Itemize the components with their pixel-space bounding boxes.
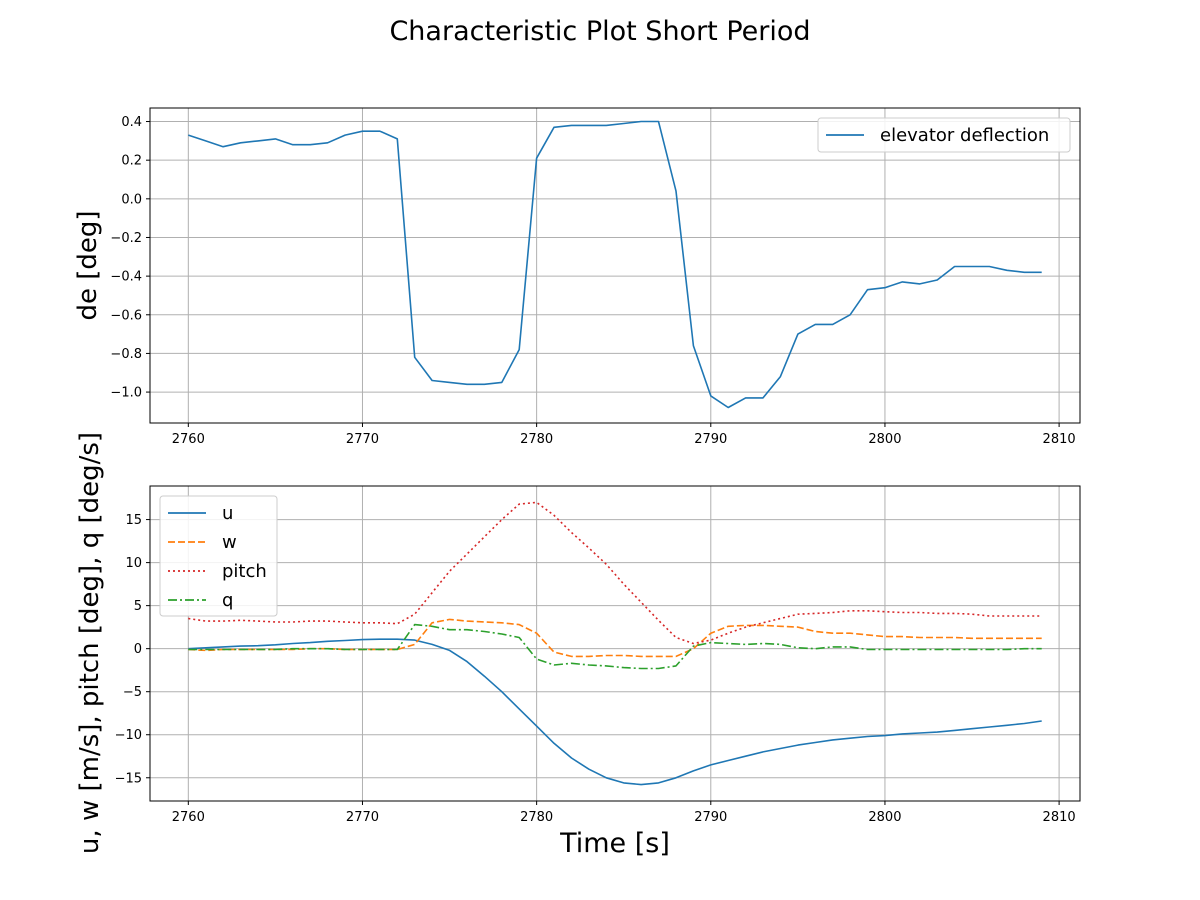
top-y-tick-label: −0.8 [110, 347, 142, 362]
top-x-tick-label: 2770 [346, 432, 379, 447]
bottom-axes-frame [149, 485, 1081, 802]
top-y-tick-label: 0.0 [121, 192, 142, 207]
top-x-tick-label: 2800 [868, 432, 901, 447]
bottom-legend-box [159, 495, 278, 617]
bottom-x-tick-label: 2760 [172, 810, 205, 825]
legend-label-pitch: pitch [222, 561, 267, 582]
series-line-u [188, 638, 1042, 786]
top-y-tick-label: 0.4 [121, 115, 142, 130]
top-axes-y-ticks: −1.0 −0.8 −0.6 −0.4 −0.2 0.0 0.2 0.4 [110, 115, 150, 401]
legend-label-q: q [222, 590, 233, 611]
bottom-x-tick-label: 2800 [868, 810, 901, 825]
top-x-tick-label: 2810 [1043, 432, 1076, 447]
series-line-elevator-deflection [188, 120, 1042, 409]
top-x-tick-label: 2780 [520, 432, 553, 447]
top-y-tick-label: −0.6 [110, 308, 142, 323]
top-y-tick-label: 0.2 [121, 154, 142, 169]
top-legend: elevator deflection [817, 117, 1071, 153]
bottom-y-axis-label: u, w [m/s], pitch [deg], q [deg/s] [75, 432, 105, 854]
bottom-x-axis-label: Time [s] [559, 828, 670, 859]
legend-label-w: w [222, 532, 237, 553]
bottom-y-tick-label: −15 [115, 771, 142, 786]
bottom-axes-y-ticks: −15 −10 −5 0 5 10 15 [115, 513, 150, 786]
top-y-tick-label: −1.0 [110, 386, 142, 401]
top-axes: 2760 2770 2780 2790 2800 2810 −1.0 −0.8 −0.6 −0.… [73, 107, 1081, 447]
bottom-x-tick-label: 2770 [346, 810, 379, 825]
top-y-tick-label: −0.2 [110, 231, 142, 246]
bottom-axes: 2760 2770 2780 2790 2800 2810 −15−10−5051015 … [75, 432, 1081, 859]
top-x-tick-label: 2760 [172, 432, 205, 447]
bottom-y-tick-label: 10 [125, 556, 142, 571]
series-line-q [188, 623, 1042, 670]
bottom-legend: uw pitch q [159, 495, 278, 617]
bottom-y-tick-label: 5 [134, 599, 142, 614]
series-line-pitch [188, 501, 1042, 645]
bottom-axes-series [188, 501, 1042, 786]
legend-label-elevator-deflection: elevator deflection [880, 125, 1049, 146]
bottom-axes-x-ticks: 2760 2770 2780 2790 2800 2810 [172, 801, 1076, 825]
bottom-x-tick-label: 2790 [694, 810, 727, 825]
top-y-axis-label: de [deg] [73, 210, 103, 320]
bottom-x-tick-label: 2810 [1043, 810, 1076, 825]
top-x-tick-label: 2790 [694, 432, 727, 447]
top-axes-series [188, 120, 1042, 409]
bottom-y-tick-label: 15 [125, 513, 142, 528]
bottom-y-tick-label: 0 [134, 642, 142, 657]
top-legend-box [817, 117, 1071, 153]
bottom-x-tick-label: 2780 [520, 810, 553, 825]
top-axes-x-ticks: 2760 2770 2780 2790 2800 2810 [172, 423, 1076, 447]
top-axes-frame [149, 107, 1081, 424]
bottom-y-tick-label: −5 [123, 685, 142, 700]
legend-label-u: u [222, 503, 233, 524]
figure-title: Characteristic Plot Short Period [389, 16, 810, 47]
top-y-tick-label: −0.4 [110, 270, 142, 285]
bottom-y-tick-label: −10 [115, 728, 142, 743]
